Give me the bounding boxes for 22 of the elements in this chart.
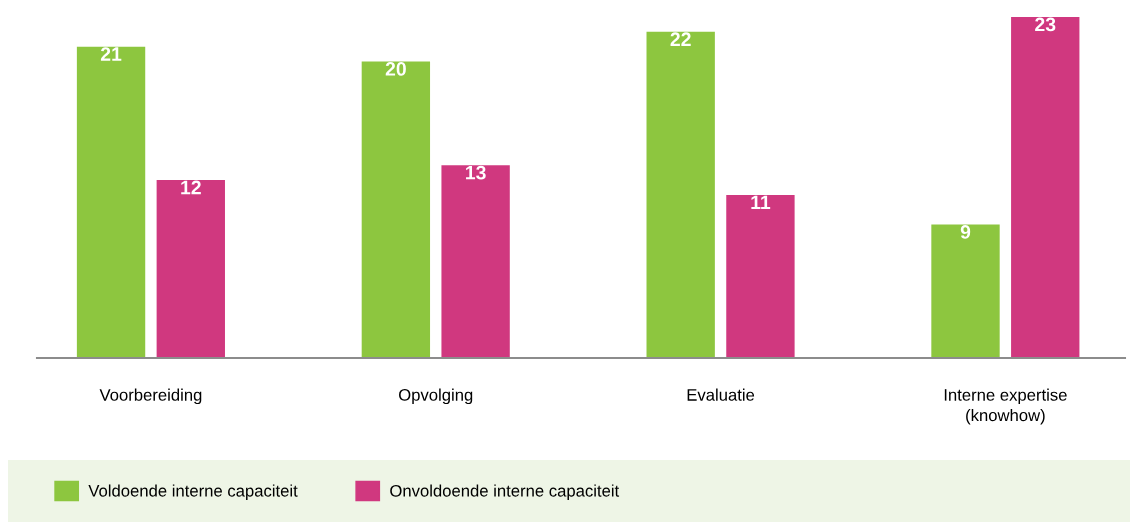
x-tick-label: Opvolging bbox=[399, 388, 473, 405]
x-tick-label: Evaluatie bbox=[687, 388, 755, 401]
x-tick-label: Voorbereiding bbox=[99, 388, 202, 405]
data-label: 11 bbox=[751, 195, 771, 209]
bar bbox=[1011, 17, 1080, 358]
bar bbox=[646, 31, 715, 358]
data-label: 9 bbox=[960, 225, 971, 239]
bar bbox=[726, 194, 795, 358]
x-tick-label: Interne expertise (knowhow) bbox=[944, 388, 1067, 425]
data-label: 21 bbox=[100, 47, 122, 61]
bar bbox=[931, 224, 1000, 358]
bar bbox=[441, 165, 510, 358]
data-label: 23 bbox=[1035, 17, 1056, 32]
data-label: 22 bbox=[670, 32, 691, 46]
data-label: 20 bbox=[385, 61, 406, 76]
bar bbox=[156, 180, 225, 358]
legend-label: Voldoende interne capaciteit bbox=[88, 484, 298, 500]
bar bbox=[76, 46, 146, 358]
data-label: 13 bbox=[466, 165, 486, 180]
data-label: 12 bbox=[181, 180, 201, 195]
bar bbox=[361, 61, 431, 358]
legend-label: Onvoldoende interne capaciteit bbox=[390, 484, 620, 500]
